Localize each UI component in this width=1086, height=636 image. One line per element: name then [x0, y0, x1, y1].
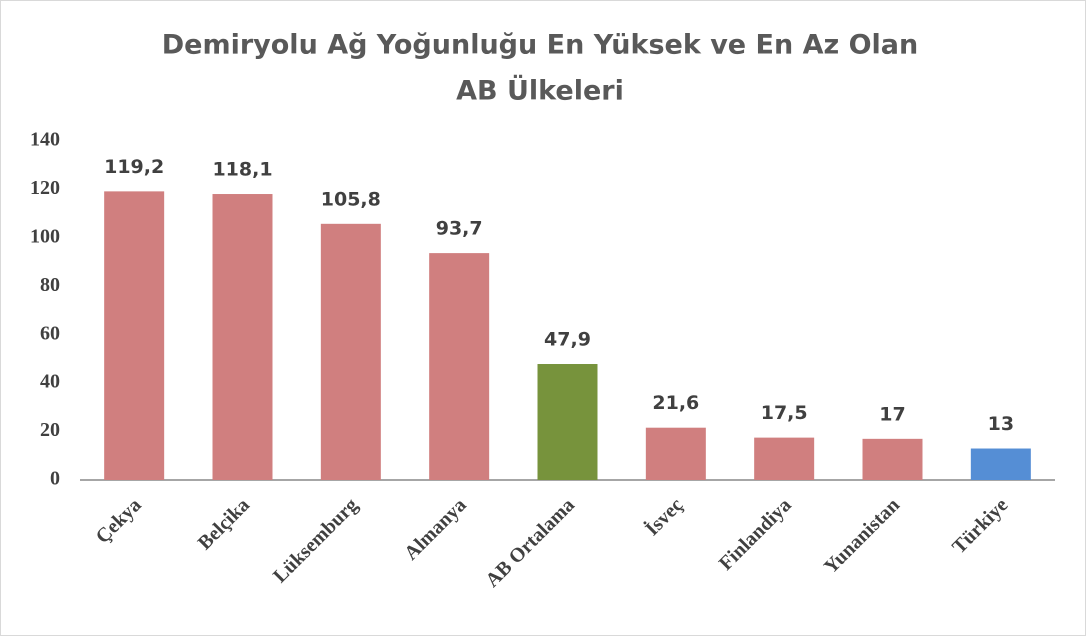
value-label: 17: [879, 403, 905, 425]
y-tick-label: 120: [30, 177, 60, 199]
bar: [645, 427, 706, 480]
value-label: 105,8: [321, 188, 381, 210]
bar: [970, 448, 1031, 480]
y-tick-label: 40: [40, 371, 60, 393]
y-tick-label: 140: [30, 129, 60, 151]
value-label: 47,9: [544, 329, 591, 351]
value-label: 93,7: [436, 218, 483, 240]
chart-title: Demiryolu Ağ Yoğunluğu En Yüksek ve En A…: [162, 30, 919, 61]
y-tick-label: 0: [50, 468, 60, 490]
bar: [104, 191, 165, 480]
y-tick-label: 80: [40, 274, 60, 296]
value-label: 13: [988, 413, 1014, 435]
y-tick-label: 60: [40, 322, 60, 344]
bar: [212, 194, 273, 480]
value-label: 17,5: [761, 402, 808, 424]
bar: [862, 438, 923, 480]
chart-title: AB Ülkeleri: [456, 74, 624, 107]
bar: [537, 364, 598, 480]
bar: [754, 437, 815, 480]
value-label: 118,1: [212, 159, 272, 181]
y-tick-label: 100: [30, 225, 60, 247]
y-tick-label: 20: [40, 419, 60, 441]
value-label: 21,6: [652, 392, 699, 414]
value-label: 119,2: [104, 156, 164, 178]
bar: [320, 223, 381, 480]
bar: [429, 253, 490, 480]
